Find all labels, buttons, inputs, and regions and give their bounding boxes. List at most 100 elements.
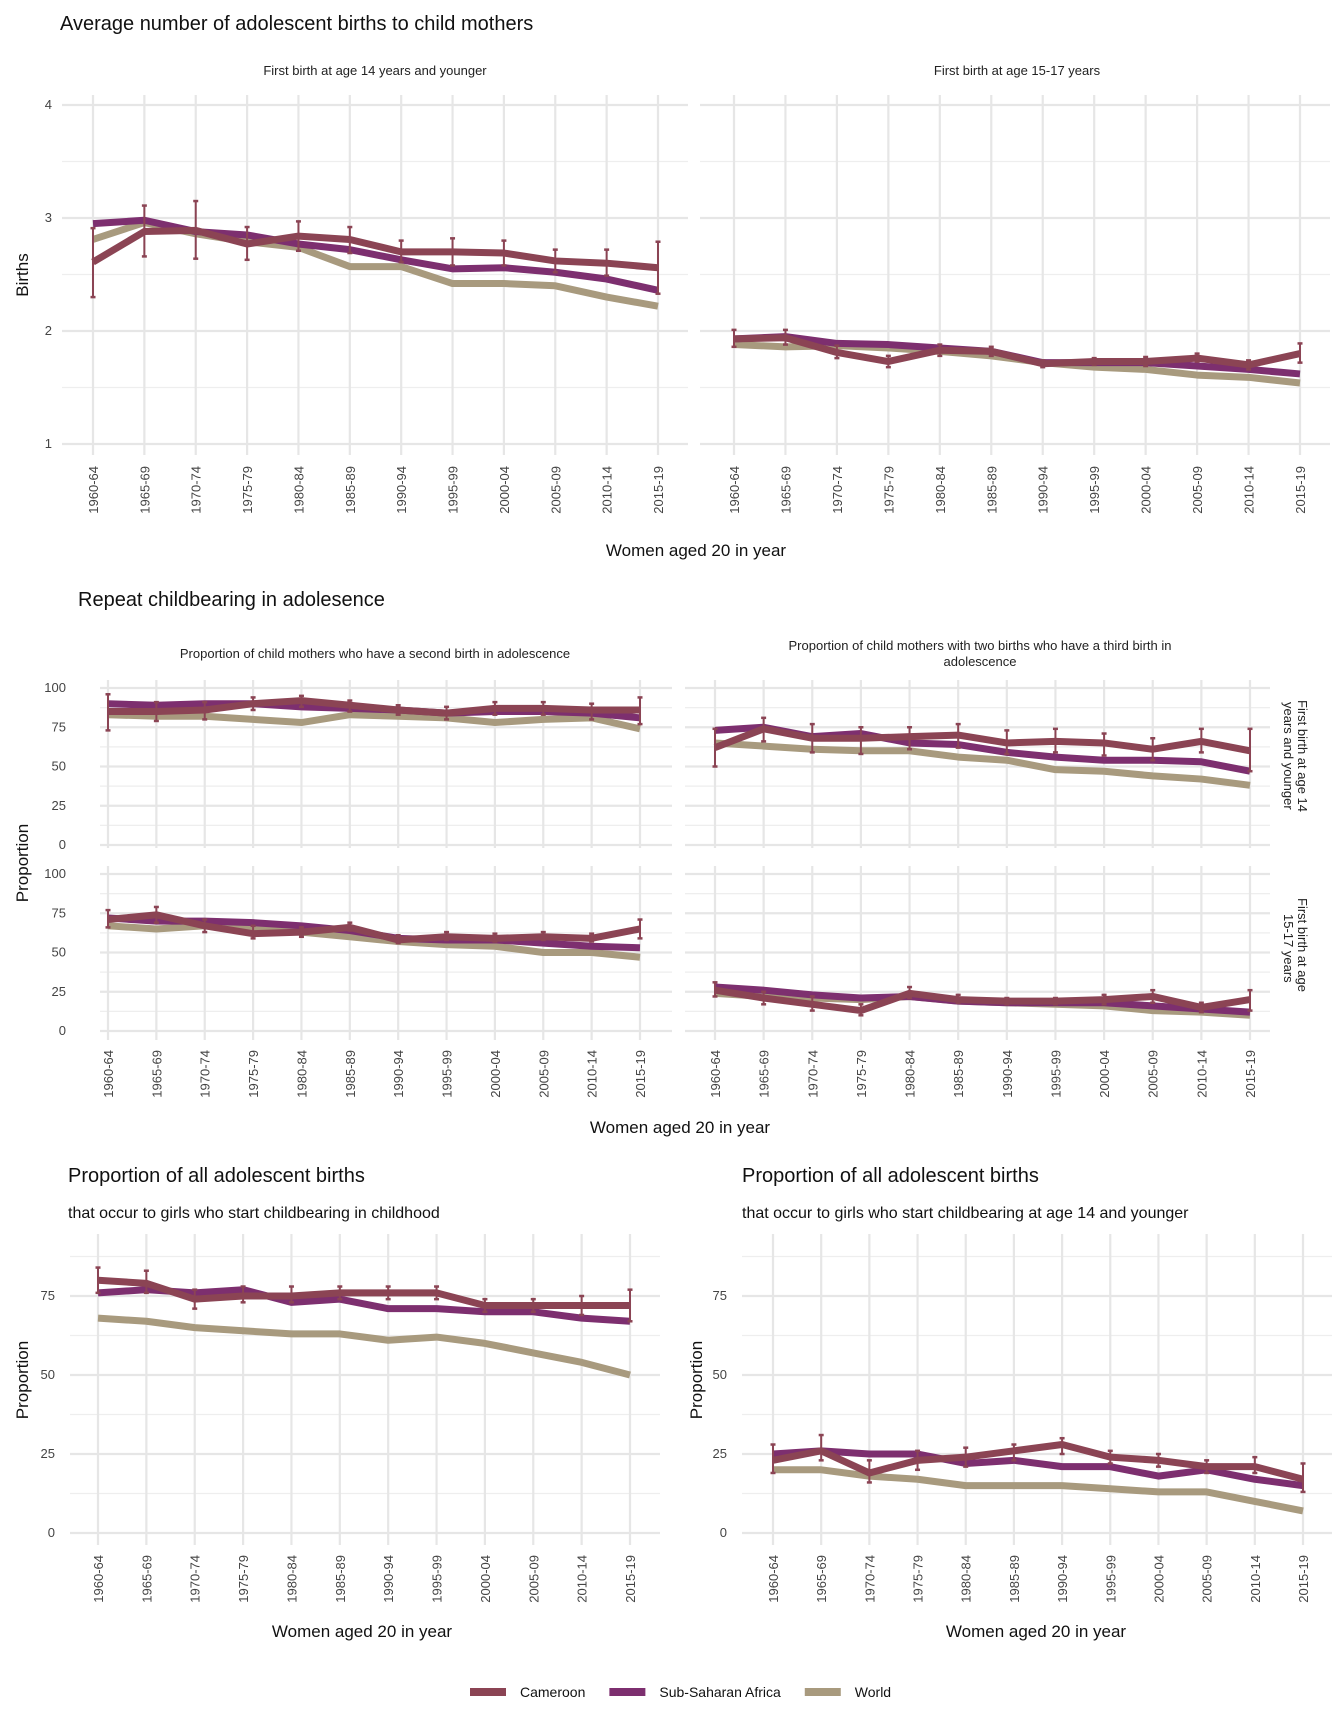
x-tick-label: 1995-99: [446, 466, 461, 514]
series-group-avg-births-15-17: [731, 328, 1303, 387]
x-tick-label: 1995-99: [1087, 466, 1102, 514]
y-tick-label: 50: [52, 945, 66, 960]
x-tick-label: 1965-69: [139, 1555, 154, 1603]
ylabel-repeat: Proportion: [13, 824, 32, 902]
series-line-world: [714, 739, 1251, 789]
x-tick-label: 1995-99: [430, 1555, 445, 1603]
y-tick-label: 0: [59, 837, 66, 852]
row-strip-15-17-b: 15-17 years: [1281, 914, 1296, 983]
x-tick-label: 1980-84: [284, 1555, 299, 1603]
x-tick-label: 1970-74: [188, 1555, 203, 1603]
panel-second-birth-15-17: 0 25 50 75 100 1960-64 1965-69 1970-74 1975-79 19…: [44, 866, 672, 1098]
subtitle-prop-14: that occur to girls who start childbeari…: [742, 1205, 1189, 1222]
series-group-second-birth-15-17: [105, 905, 643, 961]
x-tick-label: 1980-84: [933, 466, 948, 514]
y-tick-label: 25: [713, 1446, 727, 1461]
x-tick-label: 2005-09: [1146, 1050, 1161, 1098]
x-tick-label: 1980-84: [959, 1555, 974, 1603]
x-tick-label: 2000-04: [478, 1555, 493, 1603]
strip-third-birth-2: adolescence: [944, 654, 1017, 669]
section-title-repeat: Repeat childbearing in adolesence: [78, 589, 385, 611]
x-tick-label: 2015-19: [1296, 1555, 1311, 1603]
strip-third-birth-1: Proportion of child mothers with two bir…: [789, 638, 1172, 653]
strip-avg-14: First birth at age 14 years and younger: [263, 63, 487, 78]
x-tick-label: 1960-64: [101, 1050, 116, 1098]
x-tick-label: 1970-74: [198, 1050, 213, 1098]
y-tick-label: 0: [48, 1525, 55, 1540]
y-tick-label: 25: [41, 1446, 55, 1461]
x-tick-label: 2015-19: [1293, 466, 1308, 514]
x-tick-label: 2010-14: [575, 1555, 590, 1603]
series-line-cameroon: [713, 725, 1251, 755]
x-tick-label: 1995-99: [1103, 1555, 1118, 1603]
legend-label: World: [855, 1684, 891, 1700]
ylabel-births: Births: [13, 253, 32, 296]
y-tick-label: 3: [45, 210, 52, 225]
x-tick-label: 1985-89: [951, 1050, 966, 1098]
y-tick-label: 4: [45, 97, 52, 112]
panel-avg-births-14: 1 2 3 4 1960-64 1965-69 1970-74 1975-79 1980-84 1…: [45, 95, 688, 514]
series-line-cameroon: [714, 986, 1251, 1015]
x-tick-label: 1995-99: [1048, 1050, 1063, 1098]
panel-third-birth-15-17: 1960-64 1965-69 1970-74 1975-79 1980-84 1985-…: [685, 866, 1270, 1098]
series-group-second-birth-14: [105, 693, 643, 733]
x-tick-label: 1965-69: [137, 466, 152, 514]
xlabel-prop-14: Women aged 20 in year: [946, 1622, 1127, 1641]
x-tick-label: 1985-89: [1007, 1555, 1022, 1603]
panel-avg-births-15-17: 1960-64 1965-69 1970-74 1975-79 1980-84 1985-…: [700, 95, 1330, 514]
y-tick-label: 0: [720, 1525, 727, 1540]
legend-swatch: [470, 1688, 506, 1696]
x-tick-label: 2015-19: [651, 466, 666, 514]
panel-prop-14: 0 25 50 75 1960-64 1965-69 1970-74 1975-79 1980-…: [713, 1234, 1332, 1603]
x-tick-label: 2010-14: [585, 1050, 600, 1098]
x-tick-label: 2010-14: [1194, 1050, 1209, 1098]
series-line-cameroon: [772, 1441, 1304, 1483]
series-group-avg-births-14: [90, 199, 661, 310]
y-tick-label: 25: [52, 984, 66, 999]
x-tick-label: 1985-89: [984, 466, 999, 514]
row-strip-15-17-a: First birth at age: [1295, 898, 1310, 992]
series-line-cameroon: [91, 226, 659, 272]
x-tick-label: 1960-64: [91, 1555, 106, 1603]
series-line-world: [773, 1466, 1304, 1515]
x-tick-label: 1980-84: [903, 1050, 918, 1098]
series-line-world: [97, 1314, 631, 1379]
section-title-prop-14: Proportion of all adolescent births: [742, 1165, 1039, 1187]
series-group-prop-14: [770, 1433, 1306, 1515]
x-tick-label: 1980-84: [291, 466, 306, 514]
x-tick-label: 2005-09: [1190, 466, 1205, 514]
x-tick-label: 1970-74: [830, 466, 845, 514]
x-tick-label: 1990-94: [394, 466, 409, 514]
xlabel-prop-childhood: Women aged 20 in year: [272, 1622, 453, 1641]
x-tick-label: 1985-89: [343, 466, 358, 514]
y-tick-label: 75: [52, 905, 66, 920]
x-tick-label: 2015-19: [633, 1050, 648, 1098]
x-tick-label: 1960-64: [86, 466, 101, 514]
x-tick-label: 2015-19: [1243, 1050, 1258, 1098]
x-tick-label: 2005-09: [548, 466, 563, 514]
x-tick-label: 1960-64: [708, 1050, 723, 1098]
xlabel-repeat: Women aged 20 in year: [590, 1118, 771, 1137]
x-tick-label: 1990-94: [391, 1050, 406, 1098]
legend-label: Sub-Saharan Africa: [659, 1684, 781, 1700]
legend-item-cameroon: Cameroon: [470, 1684, 585, 1700]
legend-item-world: World: [804, 1684, 891, 1700]
x-tick-label: 1980-84: [294, 1050, 309, 1098]
series-line-cameroon: [107, 911, 641, 944]
x-tick-label: 2005-09: [1200, 1555, 1215, 1603]
x-tick-label: 1975-79: [911, 1555, 926, 1603]
xlabel-avg: Women aged 20 in year: [606, 541, 787, 560]
series-line-sub-saharan-africa: [97, 1286, 631, 1325]
x-tick-label: 1975-79: [236, 1555, 251, 1603]
x-tick-label: 1975-79: [246, 1050, 261, 1098]
legend-label: Cameroon: [520, 1684, 585, 1700]
series-group-third-birth-15-17: [712, 981, 1253, 1019]
x-tick-label: 1970-74: [805, 1050, 820, 1098]
y-tick-label: 100: [44, 680, 66, 695]
x-tick-label: 1960-64: [766, 1555, 781, 1603]
series-line-cameroon: [733, 334, 1301, 369]
x-tick-label: 2000-04: [1097, 1050, 1112, 1098]
y-tick-label: 25: [52, 798, 66, 813]
strip-avg-15-17: First birth at age 15-17 years: [934, 63, 1101, 78]
